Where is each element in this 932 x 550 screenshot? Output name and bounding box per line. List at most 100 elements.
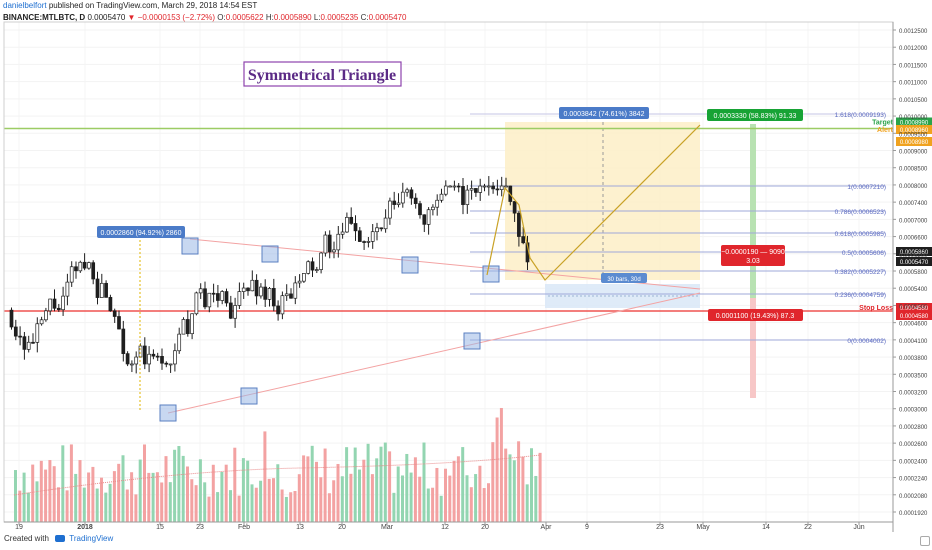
price-tag-value: 0.0008990: [900, 121, 929, 127]
volume-bar: [280, 489, 284, 522]
volume-bar: [340, 476, 344, 522]
candle-body: [95, 278, 100, 298]
candle-body: [310, 261, 315, 271]
volume-bar: [164, 456, 168, 522]
candle-body: [271, 288, 276, 307]
pattern-marker: [463, 332, 481, 350]
candle-body: [155, 355, 160, 358]
target-bar-green: [750, 124, 756, 310]
price-tag-box: [896, 117, 932, 127]
candle-body: [362, 241, 366, 243]
candle-body: [302, 273, 306, 282]
candle-body: [366, 241, 371, 243]
volume-bar: [134, 494, 138, 522]
volume-bar: [418, 476, 422, 522]
y-tick-label: 0.0004600: [899, 322, 928, 328]
fib-level-label: 0(0.0004002): [847, 338, 886, 345]
candle-body: [293, 282, 298, 299]
y-tick-label: 0.0012000: [899, 46, 928, 52]
candle-body: [413, 197, 418, 204]
volume-bar: [504, 448, 508, 522]
volume-bar: [276, 464, 280, 522]
projection-path: [486, 124, 701, 281]
measure-left-box: [97, 226, 185, 238]
volume-bar: [452, 460, 456, 522]
stop-bar-red: [750, 298, 756, 398]
candle-body: [241, 287, 246, 292]
candle-body: [392, 200, 397, 205]
candle-body: [517, 212, 521, 237]
y-tick-label: 0.0007000: [899, 218, 928, 224]
candle-body: [134, 356, 139, 365]
candle-body: [185, 319, 190, 335]
candle-body: [112, 310, 117, 317]
volume-bar: [108, 483, 112, 522]
volume-bar: [44, 469, 48, 522]
candle-body: [125, 353, 130, 365]
author-link[interactable]: danielbelfort: [3, 1, 47, 10]
volume-bar: [14, 470, 17, 522]
x-tick-label: 23: [196, 524, 204, 531]
price-change: ▼ −0.0000153 (−2.72%): [127, 13, 216, 22]
volume-bar: [194, 485, 198, 522]
volume-bar: [491, 442, 495, 522]
header-line-1: danielbelfort published on TradingView.c…: [3, 0, 406, 12]
fullscreen-icon[interactable]: [920, 536, 930, 546]
candle-body: [276, 305, 280, 315]
volume-bar: [57, 487, 60, 522]
volume-bar: [370, 474, 374, 522]
candle-body: [314, 269, 319, 271]
candle-body: [448, 185, 452, 188]
volume-bar: [177, 446, 181, 522]
candle-body: [31, 341, 35, 344]
candle-body: [104, 282, 108, 298]
volume-bar: [143, 444, 146, 522]
volume-bar: [461, 447, 465, 522]
x-tick-label: Jun: [853, 524, 864, 531]
price-tag-value: 0.0008960: [900, 128, 929, 134]
candle-body: [164, 362, 169, 365]
fib-level-label: 1.618(0.0009193): [835, 112, 886, 119]
volume-bar: [241, 458, 245, 522]
y-tick-label: 0.0002600: [899, 442, 928, 448]
volume-bar: [534, 475, 538, 522]
candle-body: [108, 297, 113, 312]
candle-body: [44, 310, 48, 321]
x-tick-label: May: [696, 524, 710, 531]
price-tag-box: [896, 247, 932, 256]
volume-bar: [237, 495, 241, 522]
volume-bar: [224, 464, 228, 522]
candle-body: [173, 350, 177, 365]
volume-bar: [525, 484, 529, 522]
candle-body: [426, 209, 431, 225]
y-tick-label: 0.0005000: [899, 304, 928, 310]
volume-bar: [95, 488, 99, 522]
candle-body: [99, 282, 104, 298]
volume-bar: [392, 492, 396, 522]
price-tag-value: 0.0005860: [900, 250, 929, 256]
symbol-label[interactable]: BINANCE:MTLBTC, D: [3, 13, 86, 22]
candle-body: [443, 185, 448, 195]
volume-bar: [173, 449, 177, 522]
candle-body: [469, 188, 474, 191]
candle-body: [267, 288, 272, 300]
volume-bar: [65, 490, 69, 522]
volume-bar: [259, 480, 263, 522]
y-tick-label: 0.0001920: [899, 511, 928, 517]
candle-body: [13, 326, 18, 337]
candle-body: [216, 293, 220, 301]
candle-body: [512, 201, 517, 214]
candle-body: [383, 217, 388, 230]
volume-bar: [267, 478, 271, 522]
candle-body: [327, 234, 332, 253]
volume-bar: [358, 469, 361, 522]
volume-bar: [293, 491, 297, 522]
annotations: 1.618(0.0009193) 1(0.0007210) 0.786(0.0006…: [97, 61, 932, 422]
candle-body: [379, 227, 384, 230]
y-tick-label: 0.0003500: [899, 373, 928, 379]
tradingview-brand[interactable]: TradingView: [69, 534, 114, 543]
y-tick-label: 0.0009500: [899, 132, 928, 138]
volume-bar: [302, 455, 306, 522]
candle-body: [456, 185, 461, 188]
